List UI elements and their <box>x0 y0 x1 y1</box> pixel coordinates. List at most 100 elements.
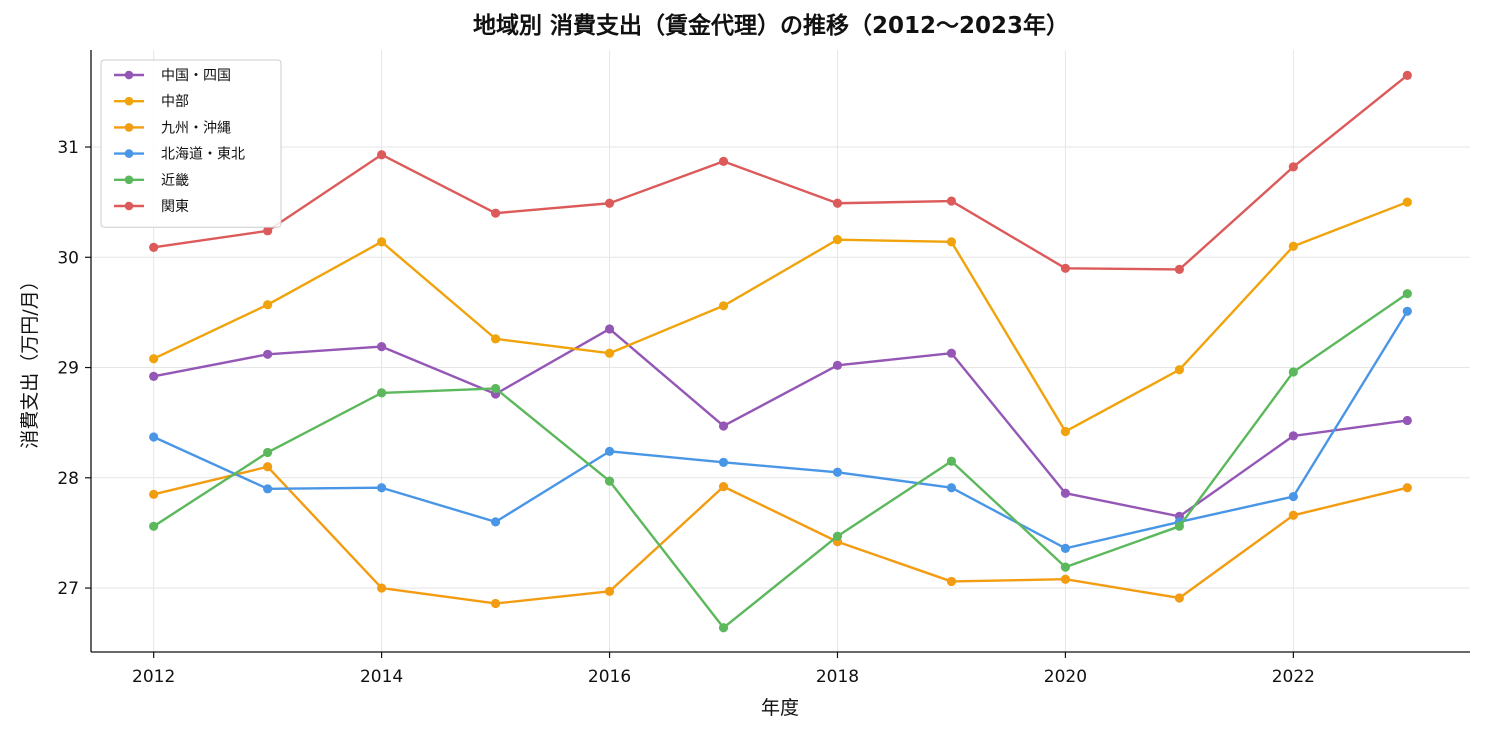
series-group <box>149 197 1412 437</box>
data-point <box>832 198 843 208</box>
data-point <box>1288 162 1298 172</box>
x-tick-label: 2012 <box>132 667 175 687</box>
data-point <box>718 457 729 467</box>
data-point <box>1402 197 1412 207</box>
data-point <box>1288 367 1298 377</box>
data-point <box>1060 562 1071 572</box>
y-axis-label: 消費支出（万円/月） <box>19 271 41 448</box>
data-point <box>149 242 159 252</box>
data-point <box>832 467 843 477</box>
series-group <box>149 70 1412 275</box>
data-point <box>1060 426 1071 437</box>
data-point <box>946 348 957 358</box>
legend-swatch-marker <box>124 70 134 80</box>
legend-label: 関東 <box>161 199 189 215</box>
data-point <box>1402 306 1412 316</box>
data-point <box>1288 241 1298 251</box>
data-point <box>149 521 159 531</box>
data-point <box>149 432 159 442</box>
series-line <box>153 292 1408 629</box>
series-lines <box>149 70 1412 633</box>
y-tick-label: 28 <box>57 469 79 489</box>
legend-label: 九州・沖縄 <box>161 120 231 136</box>
legend-item: 近畿 <box>114 173 189 189</box>
data-point <box>377 388 387 398</box>
data-point <box>1402 70 1412 80</box>
data-point <box>718 623 729 633</box>
data-point <box>1174 521 1184 531</box>
series-group <box>149 462 1412 609</box>
legend-label: 中国・四国 <box>161 68 231 84</box>
legend-swatch-marker <box>124 96 134 106</box>
x-axis-label: 年度 <box>761 697 799 719</box>
x-tick-label: 2014 <box>360 667 403 687</box>
data-point <box>604 198 615 208</box>
data-point <box>490 517 501 527</box>
legend-item: 中部 <box>114 94 189 110</box>
legend-swatch-marker <box>124 175 134 185</box>
data-point <box>377 483 387 493</box>
data-point <box>263 462 273 472</box>
legend-box <box>100 59 282 228</box>
data-point <box>604 348 615 358</box>
data-point <box>946 576 957 587</box>
series-line <box>153 201 1408 433</box>
x-tick-label: 2016 <box>588 667 631 687</box>
legend-swatch-marker <box>124 201 134 211</box>
series-group <box>149 289 1412 633</box>
legend-label: 中部 <box>161 94 189 110</box>
axes: 2012 2014 2016 2018 2020 2022 27 28 29 30 31 <box>57 50 1470 687</box>
data-point <box>946 237 957 247</box>
data-point <box>263 300 273 310</box>
legend-item: 関東 <box>114 199 189 215</box>
data-point <box>1060 574 1071 584</box>
chart-title: 地域別 消費支出（賃金代理）の推移（2012〜2023年） <box>473 12 1069 39</box>
series-line <box>153 310 1409 550</box>
data-point <box>149 489 159 499</box>
y-tick-label: 30 <box>57 248 79 268</box>
x-tick-label: 2022 <box>1272 667 1315 687</box>
data-point <box>1174 264 1184 275</box>
data-point <box>263 349 273 359</box>
legend-swatch-marker <box>124 123 134 132</box>
data-point <box>1288 510 1298 520</box>
legend-item: 九州・沖縄 <box>114 120 231 136</box>
series-group <box>149 306 1412 553</box>
data-point <box>718 421 729 431</box>
data-point <box>490 598 501 609</box>
data-point <box>1060 543 1071 553</box>
x-tick-label: 2020 <box>1044 667 1087 687</box>
y-tick-label: 27 <box>57 579 79 599</box>
data-point <box>832 531 843 541</box>
data-point <box>946 456 957 466</box>
data-point <box>1060 488 1071 498</box>
data-point <box>1402 483 1412 493</box>
legend-label: 近畿 <box>161 173 189 189</box>
data-point <box>490 208 501 218</box>
data-point <box>604 324 615 334</box>
data-point <box>718 301 729 311</box>
y-tick-label: 31 <box>57 138 79 158</box>
legend-item: 北海道・東北 <box>114 147 245 163</box>
data-point <box>1060 263 1071 273</box>
data-point <box>1402 289 1412 299</box>
data-point <box>1174 365 1184 375</box>
data-point <box>946 483 957 493</box>
data-point <box>149 371 159 381</box>
data-point <box>377 237 387 247</box>
series-group <box>149 324 1412 521</box>
legend-swatch-marker <box>124 149 134 158</box>
series-line <box>153 74 1409 271</box>
data-point <box>377 583 387 593</box>
data-point <box>604 476 615 486</box>
legend-label: 北海道・東北 <box>161 147 245 163</box>
data-point <box>490 334 501 344</box>
data-point <box>263 484 273 494</box>
data-point <box>149 354 159 364</box>
data-point <box>1402 415 1412 426</box>
legend-item: 中国・四国 <box>114 68 231 84</box>
data-point <box>263 447 273 458</box>
